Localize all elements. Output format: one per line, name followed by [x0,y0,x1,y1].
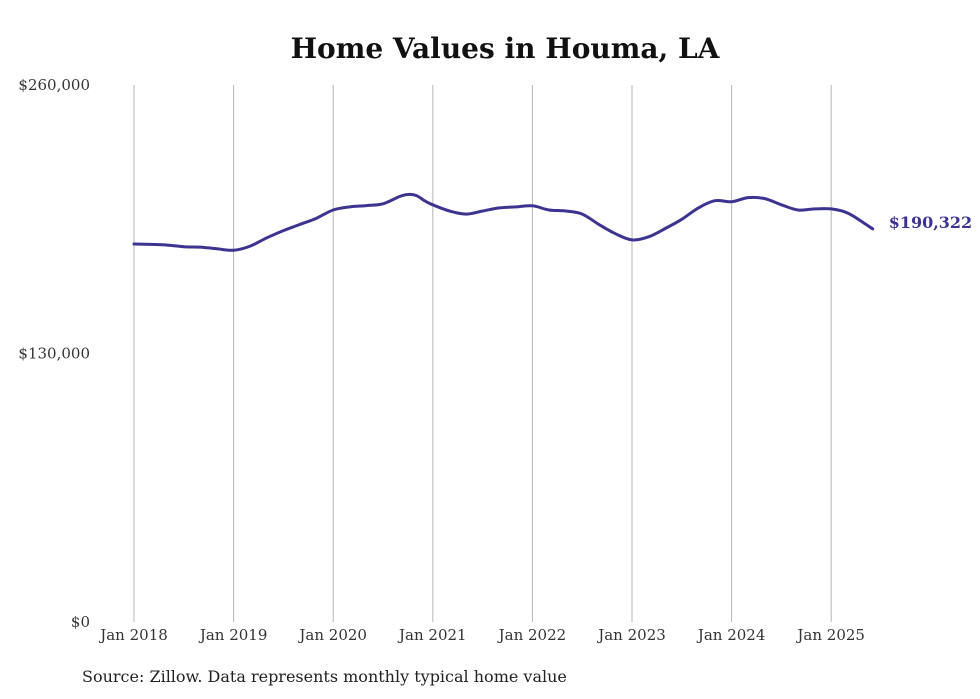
source-note: Source: Zillow. Data represents monthly … [82,667,567,686]
x-tick-label: Jan 2023 [596,626,666,644]
chart-title: Home Values in Houma, LA [290,32,720,65]
y-axis-ticks: $0 $130,000 $260,000 [18,76,90,631]
home-value-line [132,192,875,252]
end-value-label: $190,322 [889,213,973,232]
y-tick-label: $260,000 [18,76,90,94]
x-tick-label: Jan 2022 [497,626,567,644]
x-tick-label: Jan 2024 [696,626,766,644]
gridlines [133,85,832,622]
y-tick-label: $0 [71,613,90,631]
x-tick-label: Jan 2025 [795,626,865,644]
x-tick-label: Jan 2021 [397,626,467,644]
x-axis-ticks: Jan 2018 Jan 2019 Jan 2020 Jan 2021 Jan 2022… [98,626,865,644]
x-tick-label: Jan 2020 [297,626,367,644]
y-tick-label: $130,000 [18,345,90,363]
x-tick-label: Jan 2019 [198,626,268,644]
x-tick-label: Jan 2018 [98,626,168,644]
